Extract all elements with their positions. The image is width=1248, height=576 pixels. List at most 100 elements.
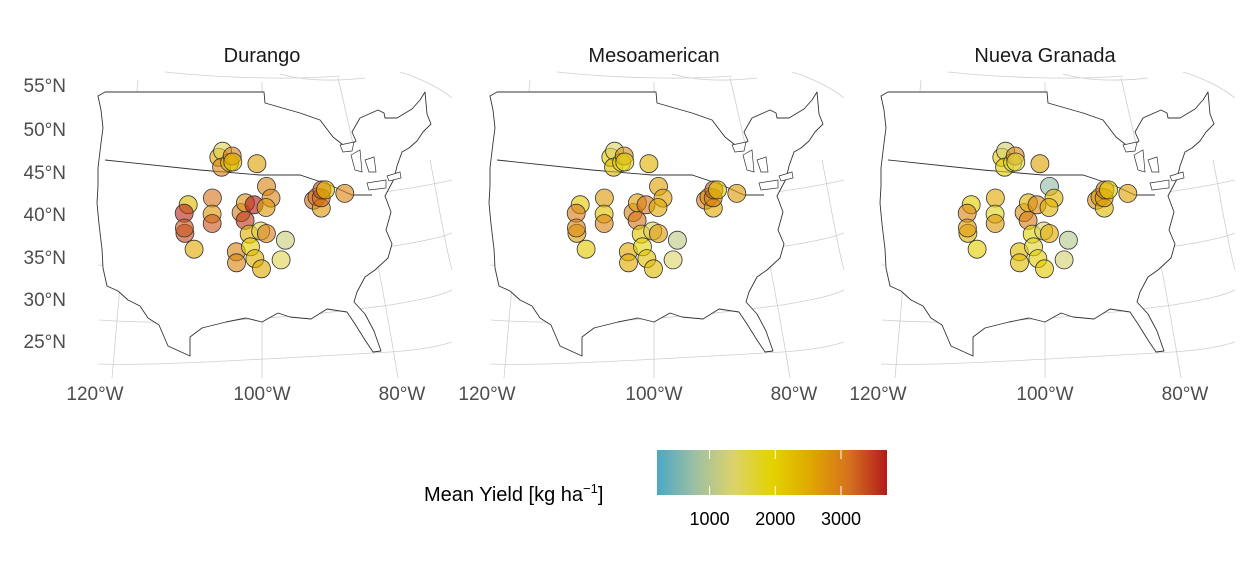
great-lake	[756, 156, 769, 173]
site-point	[566, 218, 586, 238]
site-point	[1099, 180, 1118, 200]
map-panel: Durango 120°W 100°W 80°W	[66, 45, 453, 405]
graticule-line	[821, 159, 845, 271]
graticule-line	[1182, 71, 1236, 99]
latitude-axis: 55°N 50°N 45°N 40°N 35°N 30°N 25°N	[24, 76, 66, 353]
site-point	[202, 188, 222, 208]
great-lake	[1169, 171, 1185, 182]
facet-title: Mesoamerican	[588, 45, 719, 67]
site-point	[252, 259, 271, 279]
longitude-label: 120°W	[849, 384, 906, 405]
great-lake	[731, 141, 747, 153]
great-lake	[364, 156, 377, 173]
site-point	[256, 224, 276, 243]
longitude-label: 100°W	[1016, 384, 1073, 405]
longitude-label: 120°W	[458, 384, 515, 405]
longitude-label: 120°W	[66, 384, 123, 405]
site-point	[184, 239, 204, 259]
great-lake	[386, 171, 402, 182]
sites	[566, 141, 747, 279]
site-point	[1030, 154, 1050, 174]
site-point	[1054, 250, 1074, 270]
site-point	[644, 259, 663, 279]
site-point	[667, 230, 687, 250]
site-point	[1035, 259, 1054, 279]
site-point	[727, 183, 747, 203]
facet-title: Nueva Granada	[974, 45, 1116, 67]
graticule-line	[556, 71, 733, 79]
great-lake	[1133, 149, 1146, 173]
longitude-label: 100°W	[233, 384, 290, 405]
map-panel: Nueva Granada 120°W 100°W 80°W	[849, 45, 1236, 405]
great-lake	[366, 179, 387, 191]
longitude-label: 80°W	[1162, 384, 1209, 405]
site-point	[174, 218, 194, 238]
site-point	[1006, 152, 1026, 172]
site-point	[1039, 224, 1059, 243]
site-point	[316, 180, 335, 200]
longitude-label: 80°W	[771, 384, 818, 405]
latitude-label: 55°N	[24, 76, 66, 97]
site-point	[639, 154, 659, 174]
colorbar	[657, 450, 887, 495]
site-point	[202, 214, 222, 233]
site-point	[648, 198, 668, 217]
color-legend: Mean Yield [kg ha−1] 1000 2000 3000	[424, 450, 887, 529]
site-point	[275, 230, 295, 250]
site-point	[1010, 253, 1029, 273]
colorbar-tick-label: 1000	[690, 509, 730, 529]
graticule-line	[97, 341, 453, 365]
graticule-line	[947, 71, 1124, 79]
graticule-line	[671, 73, 758, 81]
graticule-line	[1062, 73, 1149, 81]
graticule-line	[429, 159, 453, 271]
site-point	[1058, 230, 1078, 250]
site-point	[967, 239, 987, 259]
graticule-line	[880, 341, 1236, 365]
colorbar-tick-label: 2000	[755, 509, 795, 529]
site-point	[1118, 183, 1138, 203]
site-point	[1039, 198, 1059, 217]
site-point	[223, 152, 243, 172]
latitude-label: 30°N	[24, 290, 66, 311]
site-point	[663, 250, 683, 270]
graticule-line	[791, 71, 845, 99]
great-lake	[758, 179, 779, 191]
graticule-line	[164, 71, 341, 79]
longitude-label: 100°W	[625, 384, 682, 405]
great-lake	[1147, 156, 1160, 173]
longitude-label: 80°W	[379, 384, 426, 405]
sites	[957, 141, 1138, 279]
sites	[174, 141, 355, 279]
site-point	[594, 188, 614, 208]
site-point	[594, 214, 614, 233]
legend-title: Mean Yield [kg ha−1]	[424, 481, 603, 506]
site-point	[985, 188, 1005, 208]
great-lake	[350, 149, 363, 173]
graticule-line	[399, 71, 453, 99]
graticule-line	[489, 341, 845, 365]
great-lake	[742, 149, 755, 173]
site-point	[708, 180, 727, 200]
colorbar-tick-label: 3000	[821, 509, 861, 529]
great-lake	[339, 141, 355, 153]
site-point	[335, 183, 355, 203]
great-lake	[778, 171, 794, 182]
site-point	[227, 253, 246, 273]
latitude-label: 35°N	[24, 248, 66, 269]
latitude-label: 50°N	[24, 120, 66, 141]
site-point	[619, 253, 638, 273]
great-lake	[1122, 141, 1138, 153]
great-lake	[1149, 179, 1170, 191]
latitude-label: 25°N	[24, 332, 66, 353]
site-point	[615, 152, 635, 172]
site-point	[271, 250, 291, 270]
map-panel: Mesoamerican 120°W 100°W 80°W	[458, 45, 845, 405]
site-point	[576, 239, 596, 259]
facet-title: Durango	[224, 45, 301, 67]
latitude-label: 45°N	[24, 163, 66, 184]
latitude-label: 40°N	[24, 205, 66, 226]
site-point	[256, 198, 276, 217]
graticule-line	[279, 73, 366, 81]
